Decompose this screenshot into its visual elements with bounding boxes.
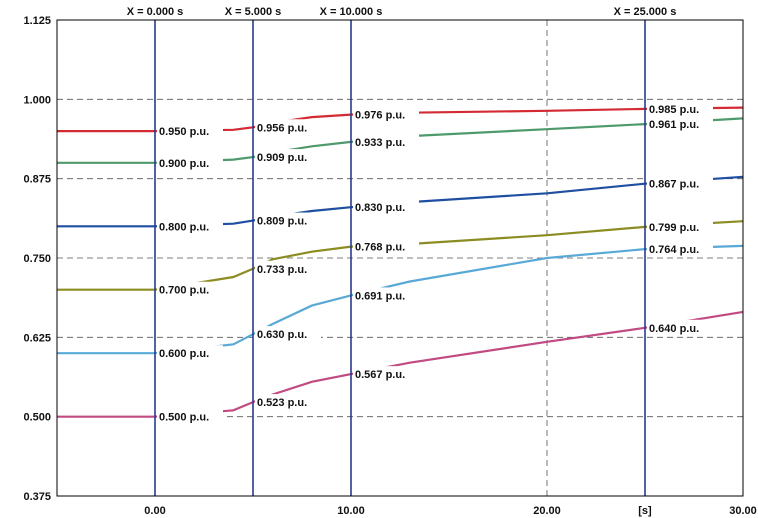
- data-label-bg: [157, 281, 223, 296]
- axis-ticks: 0.375 0.500 0.625 0.750 0.875 1.000 1.125 0.00 1…: [23, 15, 756, 517]
- data-label-bg: [255, 260, 321, 275]
- data-label: 0.800 p.u.: [159, 221, 209, 233]
- data-label-bg: [255, 119, 321, 134]
- data-label-bg: [353, 238, 419, 253]
- series-line-6: [57, 310, 744, 418]
- data-label: 0.909 p.u.: [257, 152, 307, 164]
- data-label-bg: [157, 408, 223, 423]
- x-tick-label: 10.00: [337, 505, 365, 517]
- cursor-label-2: X = 5.000 s: [225, 6, 282, 18]
- data-label-bg: [157, 218, 223, 233]
- data-label-bg: [255, 212, 321, 227]
- data-label: 0.768 p.u.: [355, 242, 405, 254]
- data-label: 0.976 p.u.: [355, 110, 405, 122]
- data-label: 0.630 p.u.: [257, 329, 307, 341]
- data-label: 0.961 p.u.: [649, 119, 699, 131]
- y-tick-label: 0.875: [23, 174, 51, 186]
- data-label: 0.956 p.u.: [257, 122, 307, 134]
- data-label-bg: [353, 133, 419, 148]
- data-label-bg: [157, 345, 223, 360]
- data-label: 0.523 p.u.: [257, 397, 307, 409]
- data-label: 0.933 p.u.: [355, 137, 405, 149]
- data-label: 0.830 p.u.: [355, 202, 405, 214]
- data-label: 0.600 p.u.: [159, 348, 209, 360]
- data-label: 0.691 p.u.: [355, 290, 405, 302]
- data-label: 0.764 p.u.: [649, 244, 699, 256]
- plot-frame: [56, 19, 744, 497]
- data-label-bg: [353, 287, 419, 302]
- data-label-bg: [647, 241, 713, 256]
- cursor-label-3: X = 10.000 s: [320, 6, 383, 18]
- series-line-4: [57, 220, 744, 291]
- data-label: 0.640 p.u.: [649, 323, 699, 335]
- data-label-bg: [353, 106, 419, 121]
- y-tick-label: 0.375: [23, 491, 51, 503]
- data-label: 0.985 p.u.: [649, 104, 699, 116]
- y-tick-label: 1.000: [23, 94, 51, 106]
- y-tick-label: 0.500: [23, 412, 51, 424]
- x-tick-label: [s]: [638, 505, 652, 517]
- data-label: 0.733 p.u.: [257, 264, 307, 276]
- cursor-lines[interactable]: X = 0.000 s X = 5.000 s X = 10.000 s X = 25…: [127, 6, 677, 496]
- y-tick-label: 0.625: [23, 332, 51, 344]
- cursor-label-1: X = 0.000 s: [127, 6, 184, 18]
- data-label-bg: [647, 175, 713, 190]
- data-label: 0.900 p.u.: [159, 158, 209, 170]
- y-tick-label: 0.750: [23, 253, 51, 265]
- data-label-bg: [255, 394, 321, 409]
- data-label: 0.700 p.u.: [159, 285, 209, 297]
- data-label: 0.950 p.u.: [159, 126, 209, 138]
- cursor-label-4: X = 25.000 s: [614, 6, 677, 18]
- y-tick-label: 1.125: [23, 15, 51, 27]
- data-label: 0.567 p.u.: [355, 369, 405, 381]
- data-label-bg: [255, 149, 321, 164]
- data-label-bg: [255, 326, 321, 341]
- data-label-bg: [647, 218, 713, 233]
- data-label-bg: [353, 199, 419, 214]
- data-labels: 0.950 p.u. 0.956 p.u. 0.976 p.u. 0.985 p.u.…: [157, 100, 713, 424]
- data-label-bg: [157, 123, 223, 138]
- data-label-bg: [647, 319, 713, 334]
- data-label-bg: [647, 116, 713, 131]
- data-label: 0.867 p.u.: [649, 179, 699, 191]
- data-label-bg: [647, 100, 713, 115]
- x-tick-label: 0.00: [144, 505, 165, 517]
- grid-lines: [57, 20, 744, 496]
- data-label: 0.500 p.u.: [159, 412, 209, 424]
- data-label-bg: [353, 366, 419, 381]
- x-tick-label: 20.00: [533, 505, 561, 517]
- data-label: 0.809 p.u.: [257, 216, 307, 228]
- data-label: 0.799 p.u.: [649, 222, 699, 234]
- x-tick-label: 30.00: [729, 505, 757, 517]
- data-label-bg: [157, 154, 223, 169]
